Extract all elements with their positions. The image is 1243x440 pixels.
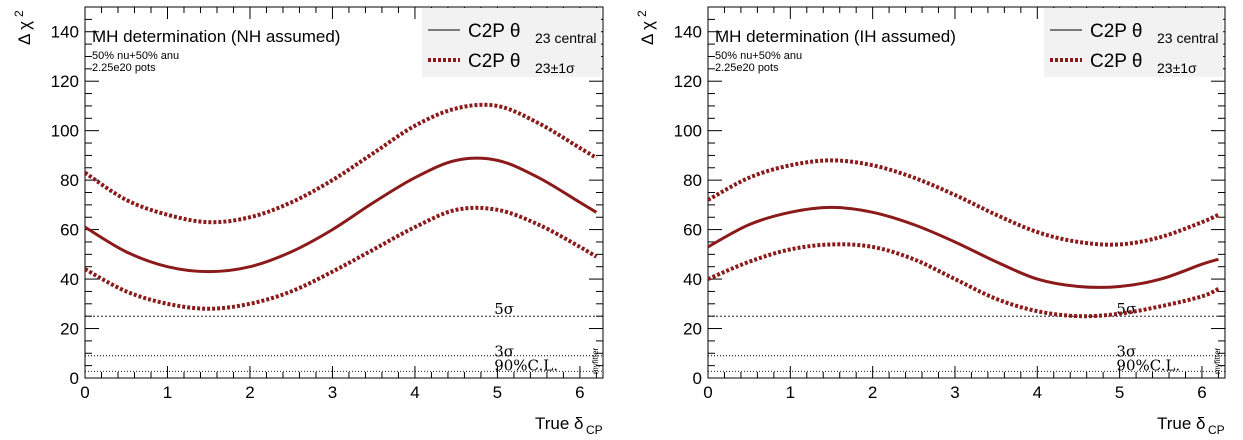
reference-label-90cl: 90%C.L. [494,356,558,374]
series-3-line [707,242,1220,319]
y-tick-label: 140 [674,23,702,42]
x-tick-label: 1 [163,383,172,402]
annotation-pot: 2.25e20 pots [715,62,779,74]
series-1-line [707,205,1219,289]
y-tick-label: 100 [674,122,702,141]
y-tick-label: 100 [51,122,79,141]
legend-label-2: C2P θ [468,51,520,72]
x-axis-title: True δ [1157,414,1206,433]
y-tick-label: 0 [70,369,79,388]
watermark-label: myfitter [1213,347,1222,374]
series-2-line [83,102,598,225]
legend-box [1044,8,1223,77]
y-tick-label: 0 [693,369,702,388]
y-tick-label: 40 [60,270,79,289]
x-tick-label: 2 [868,383,877,402]
x-tick-label: 3 [328,383,337,402]
x-tick-label: 2 [245,383,254,402]
y-tick-label: 40 [683,270,702,289]
x-tick-label: 5 [493,383,502,402]
legend-label-sub-1: 23 central [535,30,596,46]
x-axis-title: True δ [535,414,584,433]
x-tick-label: 4 [1033,383,1042,402]
y-tick-label: 140 [51,23,79,42]
plot-title: MH determination (IH assumed) [715,27,956,46]
x-axis-title-sub: CP [1208,423,1225,437]
y-tick-label: 60 [60,221,79,240]
y-axis-title-sup: 2 [12,10,26,17]
legend-label-2: C2P θ [1090,51,1142,72]
reference-label-90cl: 90%C.L. [1116,356,1180,374]
y-axis-title: Δ χ [15,21,34,45]
legend-label-sub-2: 23±1σ [535,60,575,76]
y-tick-label: 20 [683,320,702,339]
y-axis-title-sup: 2 [635,10,649,17]
reference-label-3sigma: 3σ [1116,343,1136,361]
annotation-pot: 2.25e20 pots [92,62,156,74]
x-tick-label: 6 [1197,383,1206,402]
x-tick-label: 0 [703,383,712,402]
watermark-label: myfitter [591,347,600,374]
annotation-beam: 50% nu+50% anu [92,50,179,62]
reference-label-3sigma: 3σ [494,343,514,361]
annotation-beam: 50% nu+50% anu [715,50,802,62]
plot-title: MH determination (NH assumed) [92,27,340,46]
x-tick-label: 6 [575,383,584,402]
legend-box [422,8,601,77]
x-axis-title-sub: CP [586,423,603,437]
series-2-line [707,158,1220,247]
x-tick-label: 1 [786,383,795,402]
y-tick-label: 120 [51,72,79,91]
legend-label-1: C2P θ [468,21,520,42]
y-tick-label: 80 [60,171,79,190]
series-1-line [84,156,598,274]
series-3-line [84,205,598,311]
legend-label-sub-2: 23±1σ [1157,60,1197,76]
x-tick-label: 3 [950,383,959,402]
legend-label-sub-1: 23 central [1157,30,1218,46]
reference-label-5sigma: 5σ [494,300,514,318]
x-tick-label: 4 [410,383,419,402]
y-axis-title: Δ χ [638,21,657,45]
y-tick-label: 60 [683,221,702,240]
y-tick-label: 120 [674,72,702,91]
x-tick-label: 0 [80,383,89,402]
y-tick-label: 20 [60,320,79,339]
x-tick-label: 5 [1115,383,1124,402]
y-tick-label: 80 [683,171,702,190]
legend-label-1: C2P θ [1090,21,1142,42]
